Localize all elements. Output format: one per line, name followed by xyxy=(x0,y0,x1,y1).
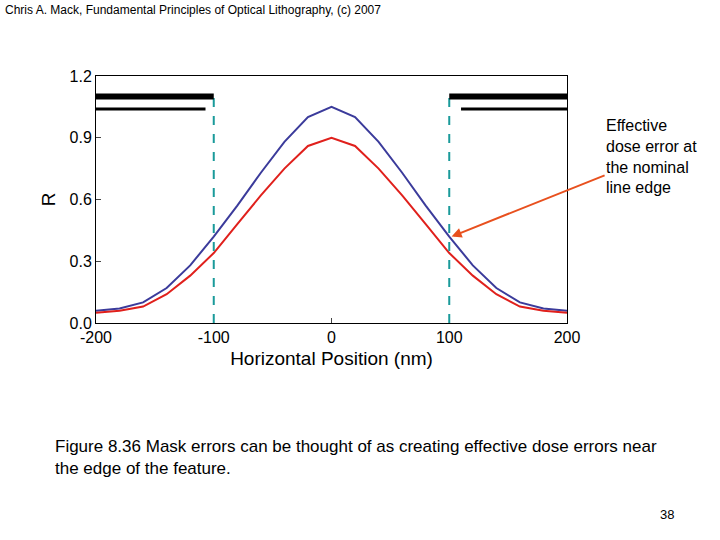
html-text:the edge of the feature.: the edge of the feature. xyxy=(55,459,231,478)
svg-text:200: 200 xyxy=(554,329,581,346)
svg-text:0.3: 0.3 xyxy=(70,253,92,270)
svg-text:100: 100 xyxy=(436,329,463,346)
html-text:38: 38 xyxy=(660,507,675,522)
svg-text:-200: -200 xyxy=(80,329,112,346)
html-text:Figure 8.36 Mask errors can be: Figure 8.36 Mask errors can be thought o… xyxy=(55,437,657,456)
svg-text:Horizontal Position (nm): Horizontal Position (nm) xyxy=(230,348,433,369)
svg-text:0.9: 0.9 xyxy=(70,129,92,146)
svg-text:0.0: 0.0 xyxy=(70,315,92,332)
svg-text:0.6: 0.6 xyxy=(70,191,92,208)
svg-text:0: 0 xyxy=(327,329,336,346)
svg-text:-100: -100 xyxy=(198,329,230,346)
svg-text:R: R xyxy=(38,193,59,207)
svg-text:Effectivedose error atthe nomi: Effectivedose error atthe nominalline ed… xyxy=(606,117,697,196)
svg-text:1.2: 1.2 xyxy=(70,68,92,85)
html-text:Chris A. Mack, Fundamental Pri: Chris A. Mack, Fundamental Principles of… xyxy=(5,3,381,17)
